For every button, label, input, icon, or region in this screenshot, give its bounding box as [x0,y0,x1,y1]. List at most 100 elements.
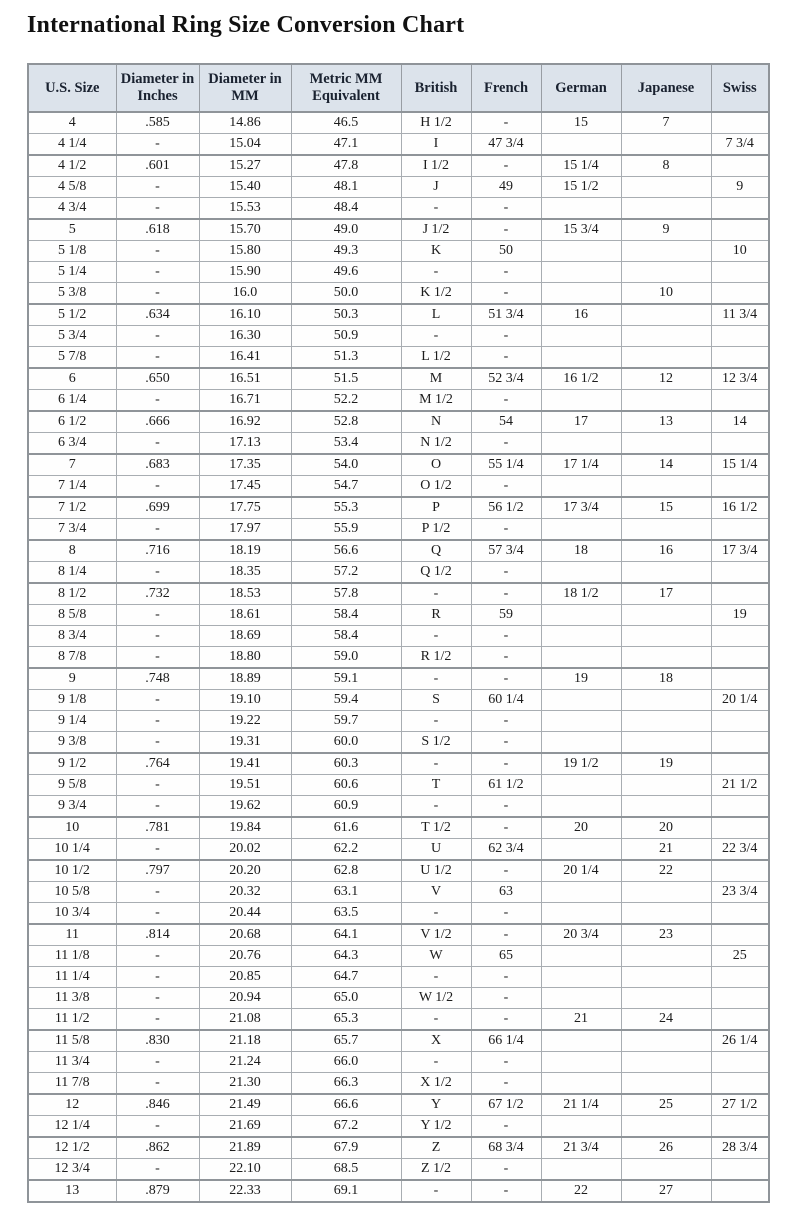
table-cell: 49.3 [290,240,402,262]
table-cell: 10 5/8 [27,881,117,903]
table-cell [540,795,622,818]
table-cell: 27 1/2 [710,1093,770,1116]
table-row: 11.814 20.68 64.1 V 1/2-20 3/4 23 [27,923,770,946]
table-cell: N [400,410,472,433]
table-cell: 18.53 [198,582,292,605]
table-cell: 62 3/4 [470,838,542,861]
table-cell [540,389,622,412]
table-cell: 25 [710,945,770,967]
table-cell [540,902,622,925]
table-cell: - [115,325,200,347]
table-cell: - [400,582,472,605]
table-cell: 47.1 [290,133,402,156]
table-cell: 50 [470,240,542,262]
table-cell: - [470,197,542,220]
table-cell: - [470,325,542,347]
table-cell: - [470,795,542,818]
table-cell: 10 1/2 [27,859,117,882]
table-cell: .683 [115,453,200,476]
table-cell: 60 1/4 [470,689,542,711]
table-cell: - [115,838,200,861]
table-cell: - [115,604,200,626]
table-cell: Q 1/2 [400,561,472,584]
table-cell: 54 [470,410,542,433]
table-cell: .862 [115,1136,200,1159]
table-cell: 68 3/4 [470,1136,542,1159]
table-cell: 21.89 [198,1136,292,1159]
table-cell: T [400,774,472,796]
table-cell: 17 1/4 [540,453,622,476]
table-cell: .879 [115,1179,200,1203]
table-row: 8 3/4-18.69 58.4- - [27,625,770,647]
table-cell: - [470,1179,542,1203]
table-cell: - [115,1051,200,1073]
table-cell: 65.7 [290,1029,402,1052]
table-cell: 19 [710,604,770,626]
table-cell: Z [400,1136,472,1159]
table-cell: 47.8 [290,154,402,177]
table-cell [620,881,712,903]
table-cell: 57 3/4 [470,539,542,562]
table-cell: 59.7 [290,710,402,732]
table-cell: 10 [620,282,712,305]
table-cell: 22 [540,1179,622,1203]
table-cell [620,432,712,455]
table-cell [540,881,622,903]
table-cell: 66 1/4 [470,1029,542,1052]
table-cell: J 1/2 [400,218,472,241]
table-row: 8 5/8-18.61 58.4 R 59 19 [27,604,770,626]
table-cell: 20.85 [198,966,292,988]
table-cell [540,838,622,861]
table-row: 13.879 22.33 69.1- -22 27 [27,1179,770,1203]
table-cell: - [470,582,542,605]
table-cell: - [470,218,542,241]
table-cell: K 1/2 [400,282,472,305]
table-cell: 57.2 [290,561,402,584]
table-cell: 10 [27,816,117,839]
table-cell [620,303,712,326]
table-cell: 54.7 [290,475,402,498]
page-title: International Ring Size Conversion Chart [27,12,465,38]
table-cell: - [115,475,200,498]
table-cell: - [115,731,200,754]
table-cell: 54.0 [290,453,402,476]
table-cell: - [470,475,542,498]
table-cell: W [400,945,472,967]
table-cell [710,710,770,732]
table-row: 9 3/4-19.62 60.9- - [27,795,770,818]
table-cell [710,154,770,177]
table-cell: 7 1/4 [27,475,117,498]
table-cell [710,795,770,818]
table-cell: S [400,689,472,711]
table-row: 9 1/2.764 19.41 60.3- -19 1/2 19 [27,752,770,775]
table-cell: 66.6 [290,1093,402,1116]
table-cell: 67.9 [290,1136,402,1159]
table-cell: .781 [115,816,200,839]
table-row: 9 1/4-19.22 59.7- - [27,710,770,732]
table-cell: 47 3/4 [470,133,542,156]
table-cell: Y [400,1093,472,1116]
table-cell: 18.80 [198,646,292,669]
table-cell: 18.35 [198,561,292,584]
table-cell [540,625,622,647]
table-cell: 9 1/8 [27,689,117,711]
table-cell: 17 3/4 [710,539,770,562]
table-cell [620,945,712,967]
table-cell: 65 [470,945,542,967]
table-row: 5 3/4-16.30 50.9- - [27,325,770,347]
table-cell: Q [400,539,472,562]
table-cell: P [400,496,472,519]
table-cell: 6 [27,367,117,390]
table-cell [710,282,770,305]
table-cell: - [400,710,472,732]
table-cell: - [470,346,542,369]
table-cell: 6 3/4 [27,432,117,455]
table-cell: R [400,604,472,626]
table-cell: 17 [540,410,622,433]
table-cell [710,432,770,455]
table-cell: .748 [115,667,200,690]
table-cell: K [400,240,472,262]
table-cell: 15.04 [198,133,292,156]
table-cell: 8 1/4 [27,561,117,584]
table-cell: 62.2 [290,838,402,861]
